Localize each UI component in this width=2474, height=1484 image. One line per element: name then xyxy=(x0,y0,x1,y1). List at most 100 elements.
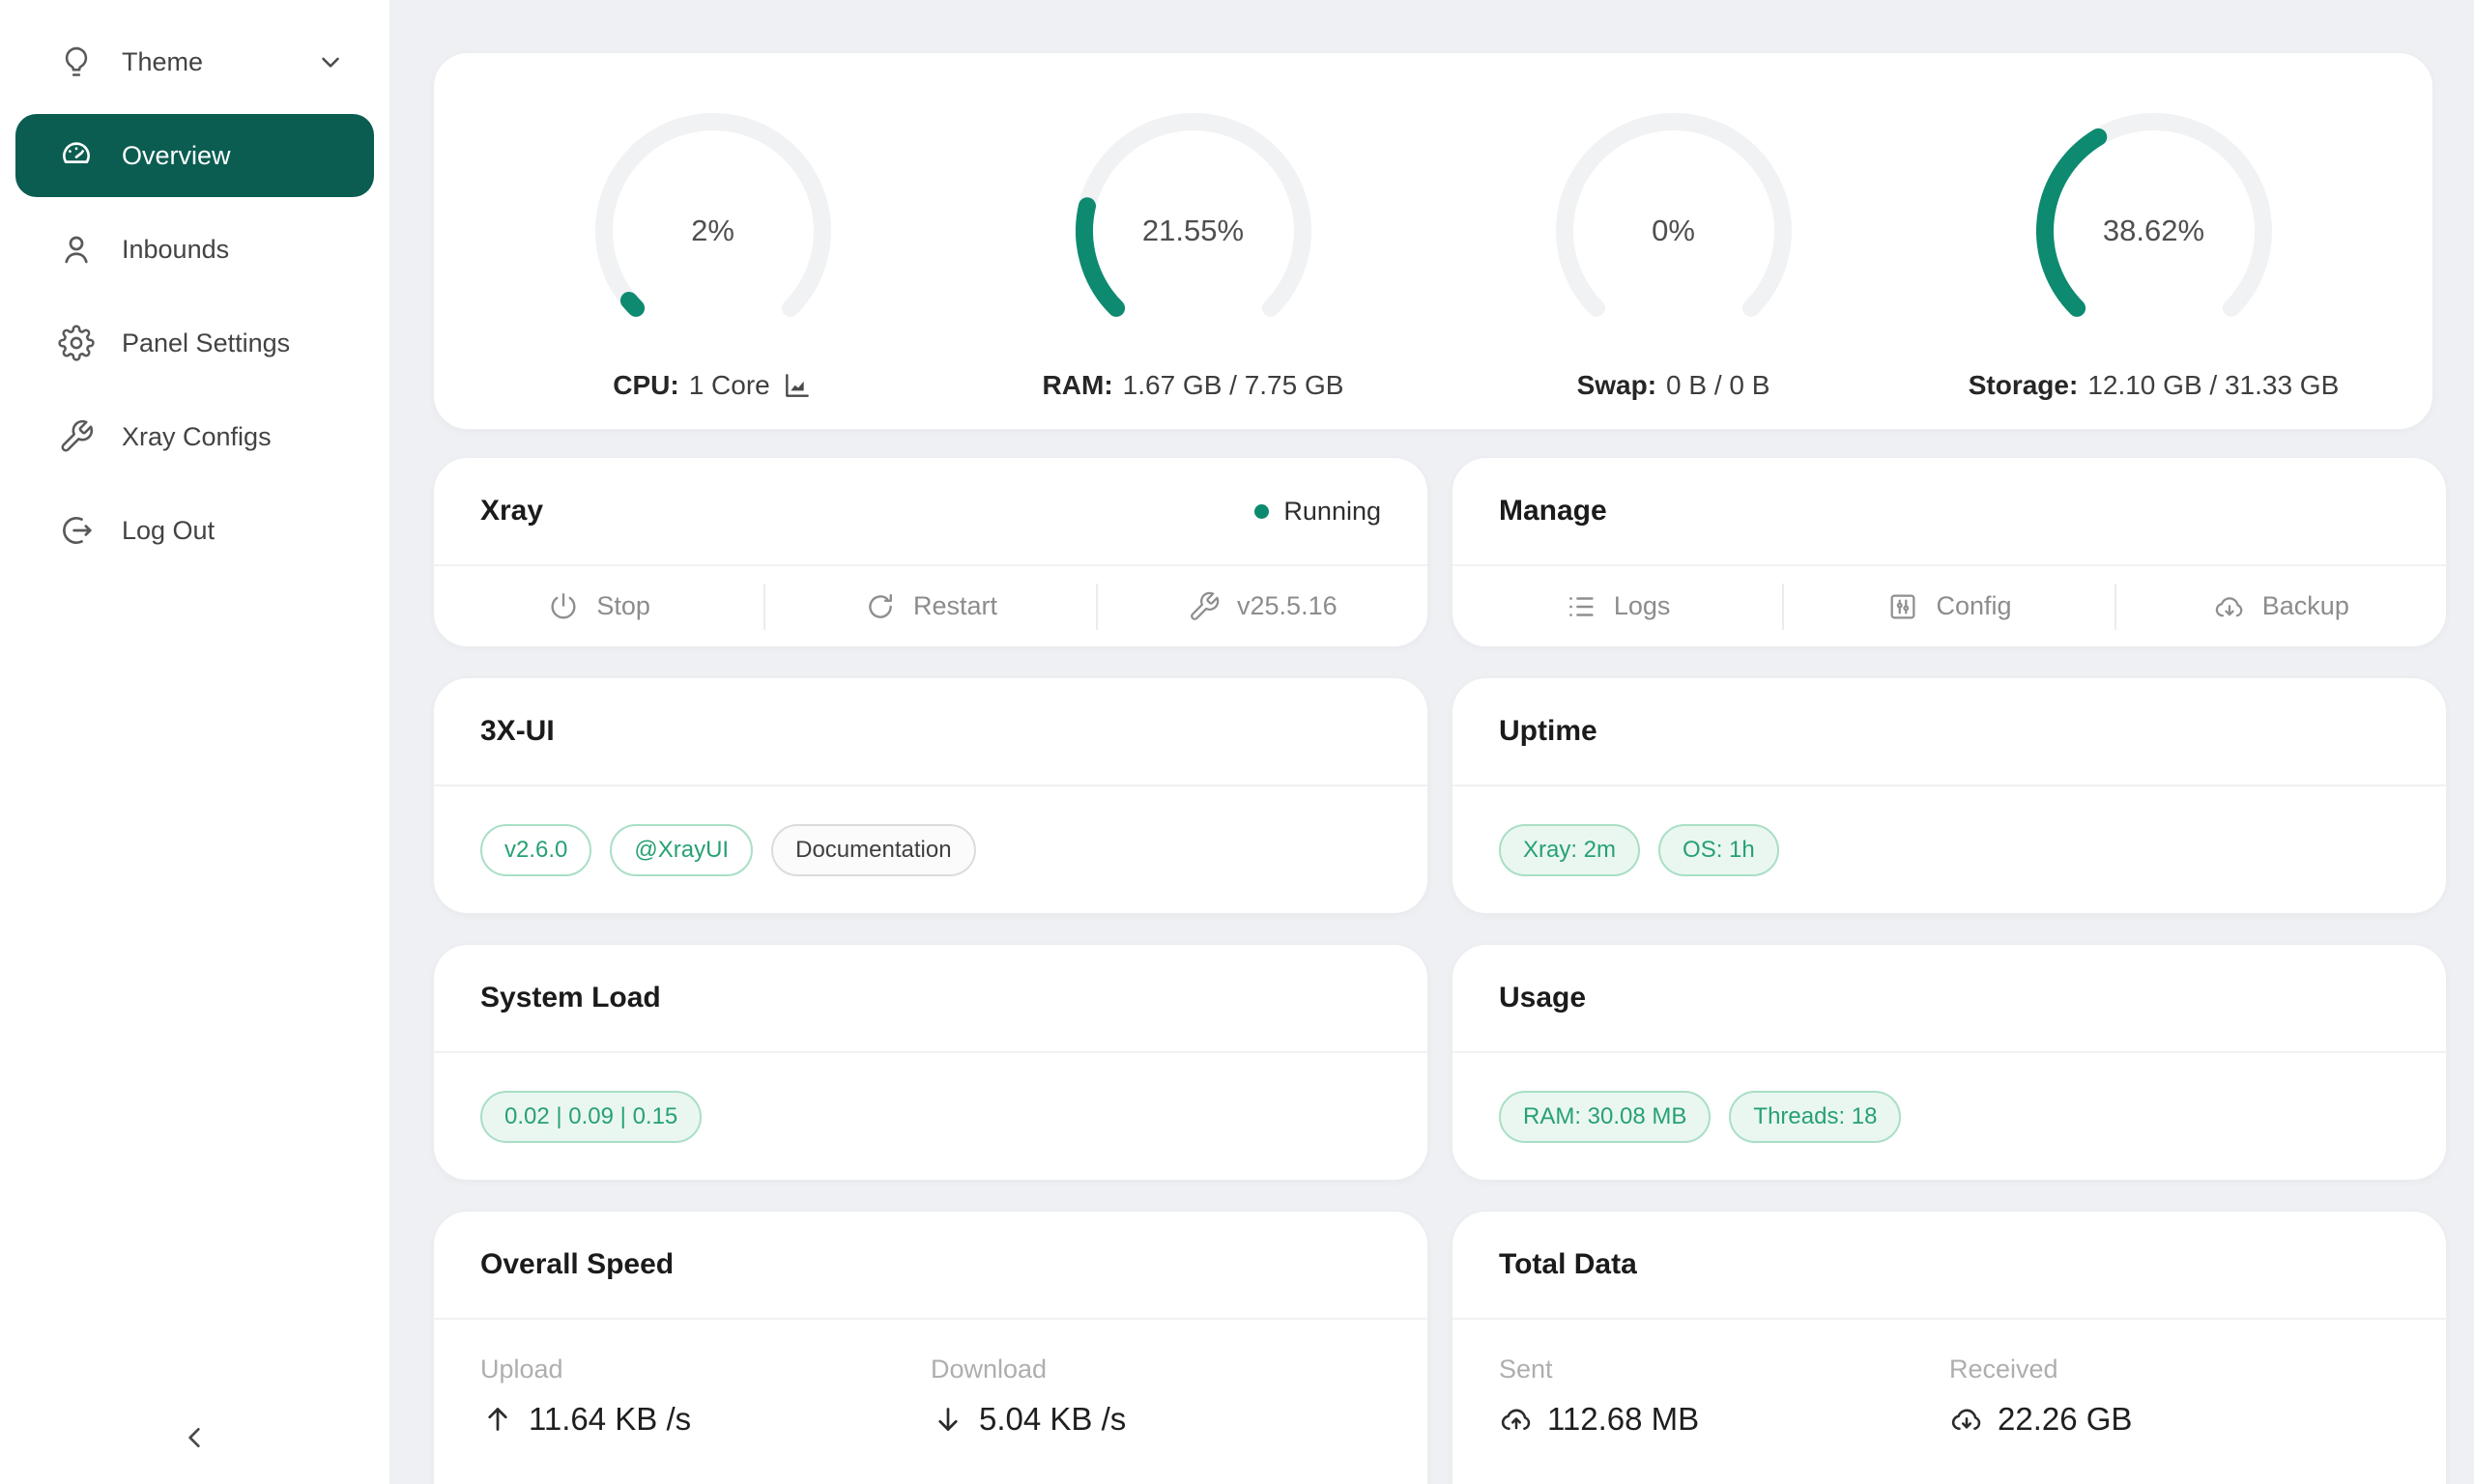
wrench-icon xyxy=(58,418,95,455)
sidebar-item-theme[interactable]: Theme xyxy=(15,20,374,103)
divider xyxy=(763,583,766,630)
sliders-icon xyxy=(1886,590,1919,623)
xray-version-button[interactable]: v25.5.16 xyxy=(1098,566,1427,646)
sidebar-item-label: Log Out xyxy=(122,515,216,545)
logout-icon xyxy=(58,512,95,549)
sidebar-nav: Theme Overview Inbounds xyxy=(0,0,389,572)
storage-label: Storage: xyxy=(1968,370,2079,400)
upload-value: 11.64 KB /s xyxy=(529,1401,692,1437)
download-value: 5.04 KB /s xyxy=(979,1401,1127,1437)
restart-button[interactable]: Restart xyxy=(765,566,1095,646)
sidebar: Theme Overview Inbounds xyxy=(0,0,389,1484)
cpu-percent: 2% xyxy=(691,214,734,247)
sidebar-item-inbounds[interactable]: Inbounds xyxy=(15,208,374,291)
cloud-download-icon xyxy=(1949,1402,1984,1437)
total-data-card: Total Data Sent 112.68 MB xyxy=(1452,1211,2447,1484)
cpu-label: CPU: xyxy=(613,370,679,400)
sidebar-item-label: Panel Settings xyxy=(122,328,291,357)
storage-value: 12.10 GB / 31.33 GB xyxy=(2087,370,2340,400)
xray-status-label: Running xyxy=(1283,496,1381,526)
refresh-icon xyxy=(864,590,897,623)
usage-card-title: Usage xyxy=(1499,982,1587,1013)
chevron-down-icon xyxy=(316,47,345,76)
ram-value: 1.67 GB / 7.75 GB xyxy=(1122,370,1344,400)
total-data-card-title: Total Data xyxy=(1499,1248,1637,1280)
config-button[interactable]: Config xyxy=(1784,566,2114,646)
swap-label: Swap: xyxy=(1576,370,1657,400)
cloud-download-icon xyxy=(2213,590,2246,623)
telegram-tag[interactable]: @XrayUI xyxy=(610,823,754,876)
swap-percent: 0% xyxy=(1652,214,1695,247)
list-icon xyxy=(1565,590,1597,623)
swap-gauge-ring xyxy=(1555,113,1792,317)
xray-status-badge: Running xyxy=(1254,497,1381,527)
system-load-card: System Load 0.02 | 0.09 | 0.15 xyxy=(433,944,1428,1181)
sidebar-item-label: Inbounds xyxy=(122,234,230,264)
received-label: Received xyxy=(1949,1355,2058,1384)
lightbulb-icon xyxy=(58,43,95,80)
upload-stat: Upload 11.64 KB /s xyxy=(480,1355,931,1484)
sidebar-collapse-button[interactable] xyxy=(0,1407,389,1469)
divider xyxy=(2114,583,2116,630)
sent-label: Sent xyxy=(1499,1355,1553,1384)
logs-button[interactable]: Logs xyxy=(1453,566,1782,646)
threexui-card: 3X-UI v2.6.0 @XrayUI Documentation xyxy=(433,677,1428,914)
ram-gauge-ring xyxy=(1075,113,1311,317)
xray-card-title: Xray xyxy=(480,495,544,527)
ram-usage-tag: RAM: 30.08 MB xyxy=(1499,1090,1712,1143)
download-label: Download xyxy=(931,1355,1048,1384)
logs-button-label: Logs xyxy=(1613,591,1671,620)
version-tag[interactable]: v2.6.0 xyxy=(480,823,592,876)
storage-gauge: 38.62% Storage: 12.10 GB / 31.33 GB xyxy=(1913,113,2394,429)
sidebar-item-panel-settings[interactable]: Panel Settings xyxy=(15,301,374,385)
swap-value: 0 B / 0 B xyxy=(1666,370,1770,400)
sidebar-item-overview[interactable]: Overview xyxy=(15,114,374,197)
received-stat: Received 22.26 GB xyxy=(1949,1355,2400,1484)
documentation-tag[interactable]: Documentation xyxy=(771,823,976,876)
upload-label: Upload xyxy=(480,1355,563,1384)
manage-card-title: Manage xyxy=(1499,495,1607,527)
load-average-tag: 0.02 | 0.09 | 0.15 xyxy=(480,1090,703,1143)
storage-percent: 38.62% xyxy=(2102,214,2205,247)
ram-percent: 21.55% xyxy=(1141,214,1245,247)
system-load-card-title: System Load xyxy=(480,982,661,1013)
os-uptime-tag: OS: 1h xyxy=(1658,823,1779,876)
xray-card: Xray Running Stop xyxy=(433,457,1428,647)
cpu-gauge-ring xyxy=(594,113,831,317)
uptime-card-title: Uptime xyxy=(1499,715,1597,747)
arrow-down-icon xyxy=(931,1402,965,1437)
manage-card: Manage Logs xyxy=(1452,457,2447,647)
stop-button-label: Stop xyxy=(596,591,650,620)
config-button-label: Config xyxy=(1936,591,2012,620)
power-icon xyxy=(547,590,580,623)
sidebar-item-xray-configs[interactable]: Xray Configs xyxy=(15,395,374,478)
xray-uptime-tag: Xray: 2m xyxy=(1499,823,1641,876)
threexui-card-title: 3X-UI xyxy=(480,715,555,747)
sidebar-item-log-out[interactable]: Log Out xyxy=(15,489,374,572)
storage-gauge-ring xyxy=(2035,113,2272,317)
swap-gauge: 0% Swap: 0 B / 0 B xyxy=(1433,113,1913,429)
arrow-up-icon xyxy=(480,1402,515,1437)
ram-label: RAM: xyxy=(1042,370,1113,400)
overall-speed-card: Overall Speed Upload 11.64 KB /s xyxy=(433,1211,1428,1484)
download-stat: Download 5.04 KB /s xyxy=(931,1355,1381,1484)
sidebar-item-label: Xray Configs xyxy=(122,421,272,451)
backup-button-label: Backup xyxy=(2261,591,2349,620)
running-status-dot-icon xyxy=(1254,503,1270,519)
cloud-upload-icon xyxy=(1499,1402,1534,1437)
sidebar-item-label: Theme xyxy=(122,46,204,76)
system-gauges-card: 2% CPU: 1 Core 21.55% RAM: 1.67 xyxy=(433,52,2433,430)
divider xyxy=(1782,583,1785,630)
user-icon xyxy=(58,231,95,268)
cpu-gauge: 2% CPU: 1 Core xyxy=(473,113,953,429)
wrench-icon xyxy=(1188,590,1221,623)
stop-button[interactable]: Stop xyxy=(434,566,763,646)
ram-gauge: 21.55% RAM: 1.67 GB / 7.75 GB xyxy=(953,113,1433,429)
sent-value: 112.68 MB xyxy=(1547,1401,1700,1437)
backup-button[interactable]: Backup xyxy=(2116,566,2446,646)
cpu-value: 1 Core xyxy=(688,370,770,400)
main-content: 2% CPU: 1 Core 21.55% RAM: 1.67 xyxy=(433,0,2447,1484)
cpu-history-chart-icon[interactable] xyxy=(782,370,813,401)
sent-stat: Sent 112.68 MB xyxy=(1499,1355,1949,1484)
overall-speed-card-title: Overall Speed xyxy=(480,1248,675,1280)
